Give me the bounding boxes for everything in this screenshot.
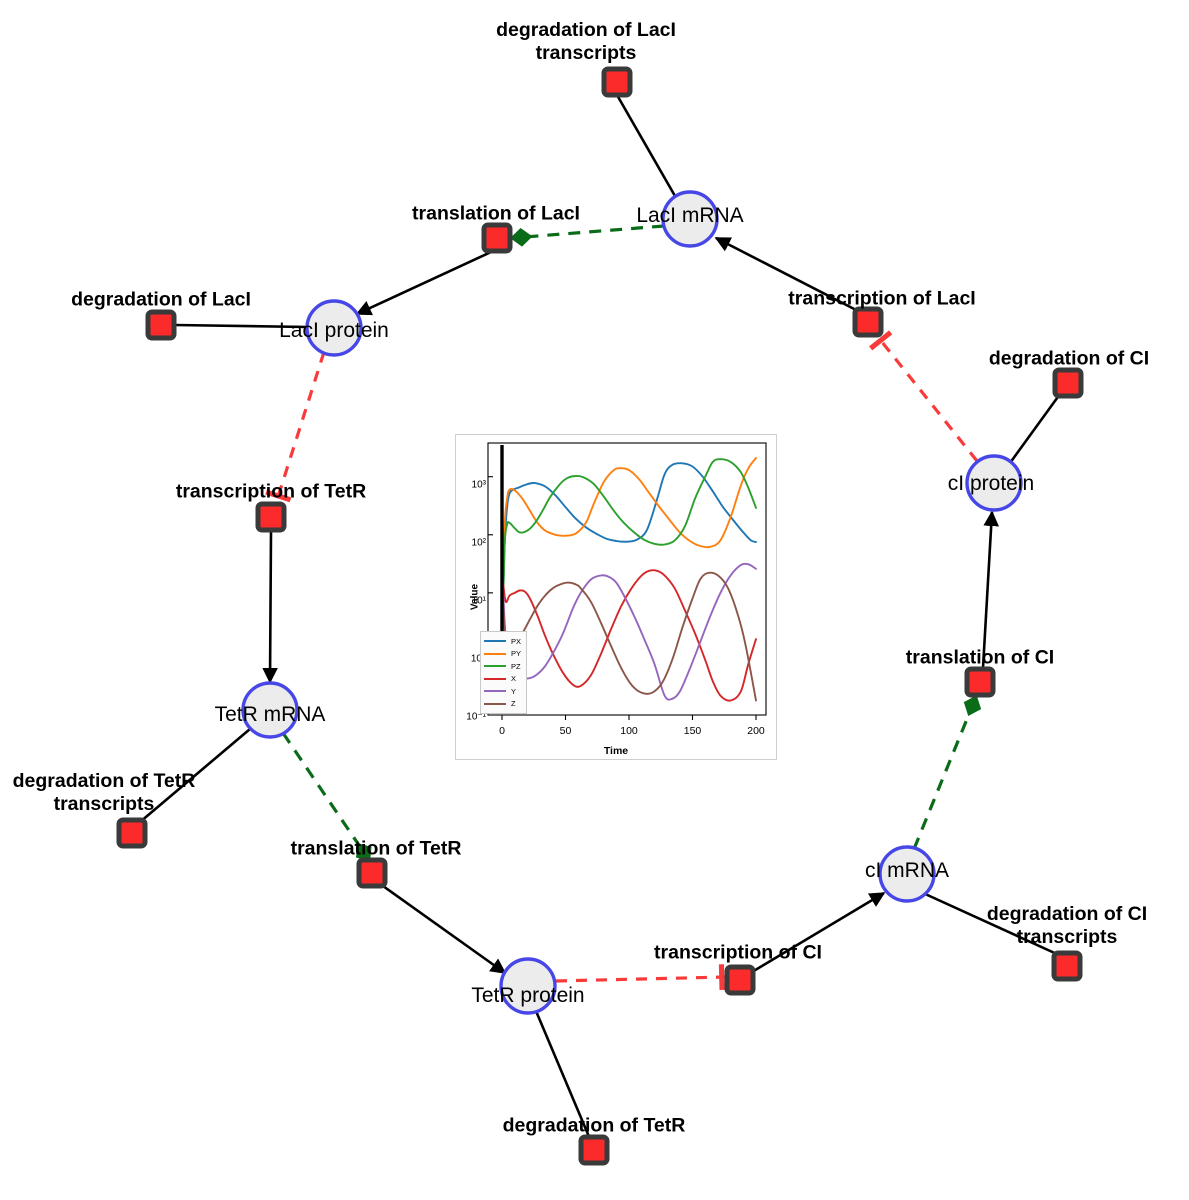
plot-line-PY	[501, 457, 757, 652]
edge-catalysis	[510, 224, 665, 247]
edge-production	[262, 531, 278, 684]
species-node-ci_prot[interactable]	[965, 454, 1023, 512]
legend-label: Z	[511, 699, 516, 708]
ytick-label: 10⁰	[470, 653, 486, 665]
reaction-node-transc_tetr[interactable]	[255, 501, 287, 533]
legend-entry: Z	[484, 698, 521, 711]
legend-entry: Y	[484, 685, 521, 698]
plot-line-PX	[501, 462, 757, 652]
species-node-laci_prot[interactable]	[305, 299, 363, 357]
legend-entry: X	[484, 673, 521, 686]
edge-consumption	[534, 1010, 592, 1140]
reaction-node-transl_ci[interactable]	[964, 666, 996, 698]
plot-line-PZ	[501, 458, 757, 652]
edge-consumption	[615, 94, 677, 197]
legend-label: PX	[511, 636, 522, 646]
legend-swatch	[484, 652, 506, 655]
legend-entry: PZ	[484, 660, 521, 673]
xtick-label: 0	[499, 725, 505, 737]
xtick-label: 100	[620, 725, 638, 737]
edge-consumption	[1008, 393, 1062, 464]
plot-axes	[487, 442, 767, 720]
reaction-node-deg_ci[interactable]	[1052, 367, 1084, 399]
xtick-label: 200	[747, 725, 765, 737]
edge-inhibition	[869, 330, 979, 462]
edge-consumption	[139, 728, 251, 823]
legend-label: Y	[511, 686, 517, 696]
species-node-laci_mrna[interactable]	[661, 190, 719, 248]
reaction-node-deg_laci_tr[interactable]	[601, 66, 633, 98]
timecourse-plot: Value Time 10⁻¹ 10⁰ 10¹ 10² 10³ 0 50 100 150 200…	[455, 434, 777, 760]
legend-label: X	[511, 674, 517, 683]
species-node-ci_mrna[interactable]	[878, 845, 936, 903]
edge-production	[714, 236, 861, 314]
edge-production	[981, 510, 999, 669]
legend-label: PZ	[511, 661, 521, 671]
xtick-label: 50	[559, 725, 572, 737]
reaction-node-deg_tetr[interactable]	[578, 1134, 610, 1166]
plot-tick-marks	[488, 476, 757, 720]
edge-consumption	[922, 891, 1060, 957]
reaction-node-transc_ci[interactable]	[724, 964, 756, 996]
edge-inhibition	[265, 351, 326, 503]
edge-production	[382, 884, 507, 975]
legend-swatch	[484, 640, 506, 643]
edges-group	[139, 94, 1062, 1140]
legend-swatch	[484, 677, 506, 680]
legend-entry: PX	[484, 635, 521, 648]
reaction-node-deg_ci_tr[interactable]	[1051, 950, 1083, 982]
legend-entry: PY	[484, 648, 521, 661]
reaction-node-deg_laci[interactable]	[145, 309, 177, 341]
legend-swatch	[484, 702, 506, 705]
nodes-group	[116, 66, 1084, 1166]
plot-legend: PX PY PZ X Y Z	[480, 631, 528, 714]
ytick-label: 10¹	[471, 595, 486, 607]
ytick-label: 10³	[471, 479, 486, 491]
ytick-label: 10⁻¹	[466, 711, 486, 723]
legend-swatch	[484, 690, 506, 693]
edge-catalysis	[912, 695, 982, 850]
plot-xlabel: Time	[603, 745, 629, 757]
species-node-tetr_prot[interactable]	[499, 957, 557, 1015]
edge-production	[355, 250, 492, 316]
reaction-node-transc_laci[interactable]	[852, 306, 884, 338]
species-node-tetr_mrna[interactable]	[241, 681, 299, 739]
reaction-node-transl_tetr[interactable]	[356, 857, 388, 889]
plot-line-X	[501, 568, 757, 702]
edge-catalysis	[281, 732, 372, 862]
reaction-node-deg_tetr_tr[interactable]	[116, 817, 148, 849]
legend-swatch	[484, 665, 506, 668]
edge-inhibition	[555, 964, 727, 990]
xtick-label: 150	[683, 725, 702, 737]
reaction-node-transl_laci[interactable]	[481, 222, 513, 254]
legend-label: PY	[511, 649, 522, 658]
edge-consumption	[174, 323, 309, 329]
edge-production	[751, 891, 886, 974]
ytick-label: 10²	[471, 537, 486, 549]
